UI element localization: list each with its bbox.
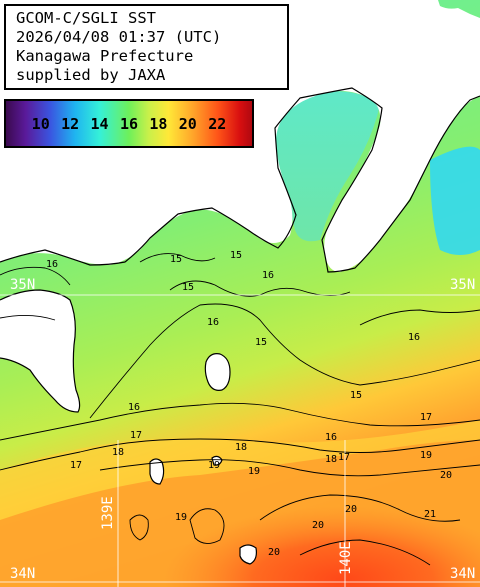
- contour-label: 20: [345, 504, 357, 515]
- land-islet-2: [240, 545, 257, 564]
- land-izu: [0, 290, 80, 412]
- lat-label-34n-left: 34N: [10, 566, 36, 582]
- lat-label-34n-right: 34N: [450, 566, 476, 582]
- legend-label: 20: [178, 115, 197, 133]
- contour-labels: 16 15 15 16 16 15 15 16 16 15 17 16 17 1…: [46, 250, 452, 558]
- attribution: supplied by JAXA: [16, 66, 166, 84]
- contour-label: 20: [268, 547, 280, 558]
- cool-east-patch: [430, 146, 480, 255]
- contour-label: 19: [208, 460, 220, 471]
- contour-label: 15: [255, 337, 267, 348]
- contour-label: 20: [312, 520, 324, 531]
- sensor-title: GCOM-C/SGLI SST: [16, 9, 156, 27]
- contour-label: 17: [338, 452, 350, 463]
- contour-label: 19: [175, 512, 187, 523]
- info-box: GCOM-C/SGLI SST 2026/04/08 01:37 (UTC) K…: [4, 4, 289, 90]
- graticule: [0, 294, 480, 587]
- legend-label: 12: [61, 115, 80, 133]
- contour-label: 18: [325, 454, 337, 465]
- contour-label: 20: [440, 470, 452, 481]
- lon-label-140e: 140E: [338, 541, 354, 575]
- contour-label: 16: [325, 432, 337, 443]
- contour-label: 17: [70, 460, 82, 471]
- warm-core: [120, 440, 480, 587]
- contour-label: 16: [128, 402, 140, 413]
- contour-label: 17: [420, 412, 432, 423]
- bay-water: [270, 91, 380, 242]
- contour-label: 17: [130, 430, 142, 441]
- legend-label: 18: [149, 115, 168, 133]
- contour-label: 19: [248, 466, 260, 477]
- legend-label: 14: [90, 115, 109, 133]
- lat-label-35n-right: 35N: [450, 277, 476, 293]
- legend-label: 16: [119, 115, 138, 133]
- contour-label: 15: [350, 390, 362, 401]
- observation-time: 2026/04/08 01:37 (UTC): [16, 28, 222, 46]
- contour-label: 16: [46, 259, 58, 270]
- lat-label-35n-left: 35N: [10, 277, 36, 293]
- contour-label: 21: [424, 509, 436, 520]
- legend-labels: 10 12 14 16 18 20 22: [6, 115, 252, 133]
- contour-label: 15: [182, 282, 194, 293]
- lon-label-139e: 139E: [100, 496, 116, 530]
- region-name: Kanagawa Prefecture: [16, 47, 194, 65]
- land-oshima: [205, 353, 230, 391]
- land-islet-1: [150, 459, 164, 484]
- temperature-legend: 10 12 14 16 18 20 22: [4, 99, 254, 148]
- contour-label: 15: [170, 254, 182, 265]
- legend-label: 10: [31, 115, 50, 133]
- contour-label: 16: [207, 317, 219, 328]
- contour-label: 16: [408, 332, 420, 343]
- contour-label: 15: [230, 250, 242, 261]
- contour-label: 19: [420, 450, 432, 461]
- contour-label: 18: [235, 442, 247, 453]
- contour-label: 18: [112, 447, 124, 458]
- contour-label: 16: [262, 270, 274, 281]
- coastlines: [0, 87, 480, 565]
- land-islet-3: [212, 456, 222, 466]
- legend-label: 22: [208, 115, 227, 133]
